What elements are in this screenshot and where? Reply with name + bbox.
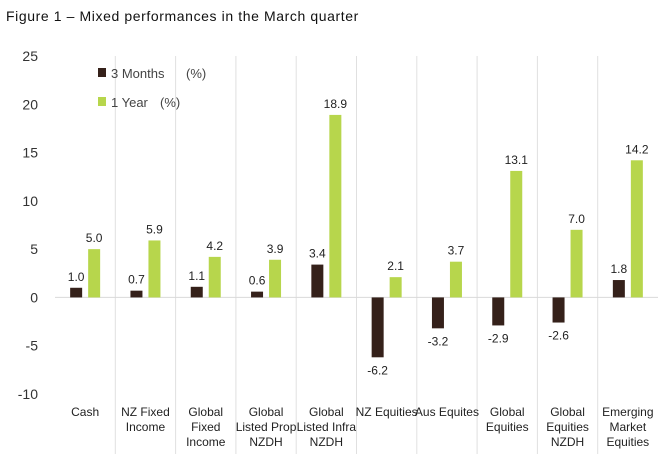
category-label: Global Equities NZDH (546, 405, 589, 449)
category-label: Global Equities (486, 405, 529, 434)
data-label-3-months: 0.7 (128, 273, 145, 287)
data-label-1-year: 3.7 (448, 244, 465, 258)
category-label-line: Global (550, 405, 585, 419)
category-label: Cash (71, 405, 99, 419)
data-label-3-months: 0.6 (249, 274, 266, 288)
bar-1-year (510, 170, 523, 298)
category-label-line: NZ Equities (356, 405, 418, 419)
legend-series-name: 1 Year (111, 95, 149, 110)
bar-3-months (130, 290, 143, 298)
category-label-line: Equities (486, 420, 529, 434)
data-label-3-months: -2.9 (488, 331, 509, 345)
data-label-3-months: 1.8 (611, 262, 628, 276)
data-label-1-year: 13.1 (505, 153, 529, 167)
category-label-line: NZ Fixed (121, 405, 170, 419)
y-tick-label: 10 (22, 193, 38, 209)
category-label: NZ Equities (356, 405, 418, 419)
category-label-line: NZDH (310, 435, 343, 449)
category-label: NZ Fixed Income (121, 405, 170, 434)
category-label-line: Emerging (602, 405, 653, 419)
data-label-1-year: 2.1 (387, 259, 404, 273)
data-label-1-year: 5.9 (146, 222, 163, 236)
data-label-1-year: 7.0 (568, 212, 585, 226)
category-label: Aus Equites (415, 405, 479, 419)
bar-3-months (251, 291, 264, 298)
bar-1-year (389, 277, 402, 298)
bar-1-year (208, 256, 221, 298)
category-label: Global Fixed Income (186, 405, 226, 449)
bar-1-year (88, 249, 101, 298)
category-label-line: NZDH (551, 435, 584, 449)
category-label-line: Global (490, 405, 525, 419)
bar-1-year (269, 259, 282, 298)
bar-1-year (630, 160, 643, 298)
y-tick-label: 0 (30, 289, 38, 305)
data-label-1-year: 18.9 (324, 97, 348, 111)
category-label-line: Income (126, 420, 166, 434)
bar-3-months (371, 297, 384, 358)
category-label-line: Aus Equites (415, 405, 479, 419)
category-label-line: Equities (546, 420, 589, 434)
bar-1-year (449, 261, 462, 298)
data-label-3-months: -2.6 (548, 329, 569, 343)
category-label: Global Listed Prop NZDH (236, 405, 297, 449)
data-label-3-months: 1.0 (68, 270, 85, 284)
legend-series-name: 3 Months (111, 66, 165, 81)
category-label-line: Income (186, 435, 226, 449)
bar-1-year (570, 229, 583, 298)
bar-3-months (431, 297, 444, 329)
bar-3-months (311, 264, 324, 298)
bar-1-year (148, 240, 161, 298)
bar-3-months (612, 280, 625, 298)
category-label-line: NZDH (249, 435, 282, 449)
data-label-1-year: 4.2 (206, 239, 223, 253)
category-label-line: Global (188, 405, 223, 419)
data-label-3-months: -3.2 (428, 334, 449, 348)
y-tick-label: -10 (18, 386, 38, 402)
legend-series-unit: (%) (186, 66, 206, 81)
legend-swatch (98, 97, 106, 106)
y-tick-label: 15 (22, 145, 38, 161)
data-label-1-year: 14.2 (625, 142, 649, 156)
y-tick-label: 25 (22, 48, 38, 64)
legend-series-unit: (%) (160, 95, 180, 110)
y-tick-label: -5 (26, 338, 39, 354)
category-label-line: Fixed (191, 420, 220, 434)
data-labels: 1.0 5.0 0.7 5.9 1.1 4.2 0.6 3.9 3.4 18.9 -6.2 2.1 -3… (68, 97, 649, 377)
data-label-1-year: 5.0 (86, 231, 103, 245)
chart-title: Figure 1 – Mixed performances in the Mar… (6, 8, 359, 24)
data-label-3-months: -6.2 (367, 363, 388, 377)
category-label-line: Market (610, 420, 647, 434)
bar-3-months (190, 286, 203, 298)
y-tick-label: 5 (30, 241, 38, 257)
category-label-line: Global (309, 405, 344, 419)
bar-1-year (329, 114, 342, 298)
category-label: Emerging Market Equities (602, 405, 653, 449)
data-label-3-months: 1.1 (188, 269, 205, 283)
data-label-1-year: 3.9 (267, 242, 284, 256)
category-label-line: Equities (606, 435, 649, 449)
category-label-line: Global (249, 405, 284, 419)
legend-swatch (98, 68, 106, 77)
data-label-3-months: 3.4 (309, 247, 326, 261)
bar-3-months (70, 287, 83, 298)
grid (55, 56, 658, 454)
y-tick-label: 20 (22, 96, 38, 112)
bar-3-months (492, 297, 505, 326)
category-label-line: Listed Prop (236, 420, 297, 434)
y-axis: 25 20 15 10 5 0 -5 -10 (18, 48, 38, 402)
legend: 3 Months (%) 1 Year (%) (98, 66, 206, 110)
bars (70, 114, 643, 358)
category-label-line: Cash (71, 405, 99, 419)
bar-3-months (552, 297, 565, 323)
category-label-line: Listed Infra (297, 420, 357, 434)
category-label: Global Listed Infra NZDH (297, 405, 357, 449)
